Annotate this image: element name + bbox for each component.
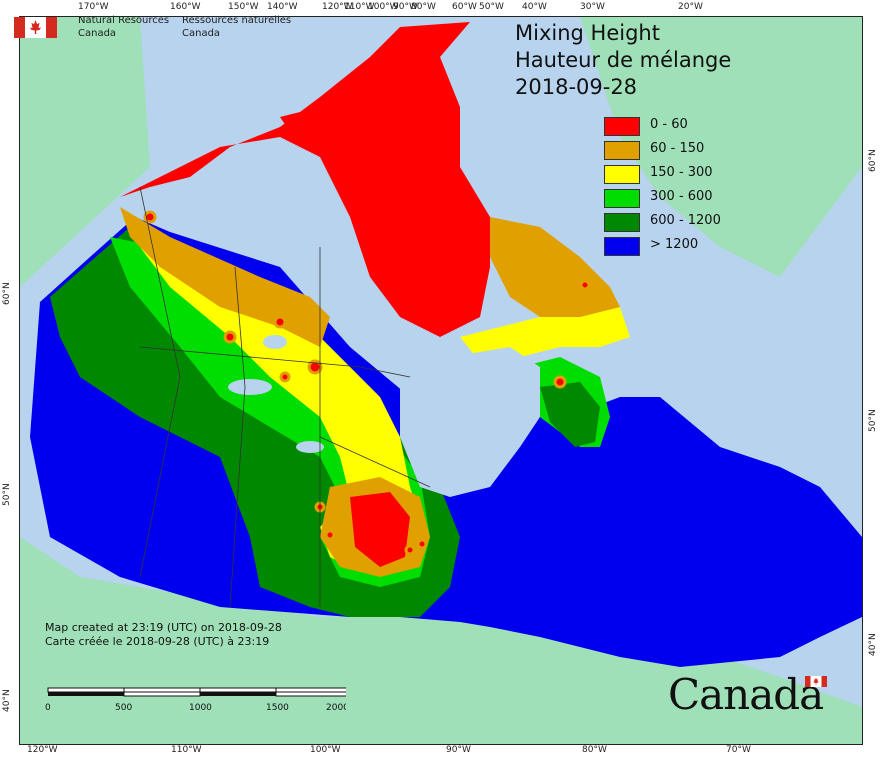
- lake-winnipeg: [296, 441, 324, 453]
- top-tick: 80°W: [411, 2, 436, 12]
- hotspot: [279, 371, 291, 383]
- zone-60-150: [120, 207, 330, 347]
- top-tick: 170°W: [78, 2, 109, 12]
- map-title: Mixing Height Hauteur de mélange 2018-09…: [515, 20, 731, 101]
- bottom-tick: 70°W: [726, 745, 751, 755]
- top-tick: 100°W: [368, 2, 399, 12]
- map-canvas: [19, 16, 863, 745]
- legend-label: 300 - 600: [650, 189, 713, 204]
- zone-60-150-baffin: [490, 217, 620, 317]
- top-tick: 30°W: [580, 2, 605, 12]
- legend-swatch: [604, 165, 640, 184]
- hotspot: [579, 279, 591, 291]
- bottom-tick: 90°W: [446, 745, 471, 755]
- zone-0-60-south: [350, 492, 410, 567]
- greenland-land: [580, 17, 862, 277]
- wordmark-text: Canada: [668, 670, 824, 719]
- canada-wordmark: Canada: [668, 670, 827, 719]
- zone-300-600-labrador-inner: [540, 382, 600, 447]
- scale-bar: 0 500 1000 1500 2000 km: [45, 687, 346, 713]
- bottom-tick: 120°W: [27, 745, 58, 755]
- top-tick: 140°W: [267, 2, 298, 12]
- hotspot: [143, 210, 157, 224]
- wordmark-flag-icon: [805, 676, 827, 687]
- credits-en: Map created at 23:19 (UTC) on 2018-09-28: [45, 621, 282, 634]
- legend-swatch: [604, 189, 640, 208]
- right-tick: 40°N: [868, 633, 878, 656]
- hotspot: [416, 538, 428, 550]
- scale-label: 0: [45, 703, 51, 713]
- agency-en-line2: Canada: [78, 28, 117, 39]
- legend-label: > 1200: [650, 237, 699, 252]
- legend-swatch: [604, 213, 640, 232]
- right-tick: 50°N: [868, 409, 878, 432]
- map-credits: Map created at 23:19 (UTC) on 2018-09-28…: [45, 621, 282, 649]
- legend-label: 60 - 150: [650, 141, 705, 156]
- bottom-tick: 100°W: [310, 745, 341, 755]
- hudson-bay: [400, 347, 540, 497]
- title-date: 2018-09-28: [515, 75, 638, 99]
- hotspot: [553, 375, 567, 389]
- hotspot: [324, 529, 336, 541]
- hotspot: [307, 359, 323, 375]
- hotspot: [273, 315, 287, 329]
- hotspot: [404, 544, 416, 556]
- bottom-tick: 110°W: [171, 745, 202, 755]
- top-tick: 90°W: [393, 2, 418, 12]
- scale-label: 2000: [326, 703, 346, 713]
- top-tick: 60°W: [452, 2, 477, 12]
- legend-swatch: [604, 237, 640, 256]
- zone-0-60-islands: [280, 47, 430, 157]
- legend-label: 600 - 1200: [650, 213, 721, 228]
- legend-swatch: [604, 117, 640, 136]
- scale-label: 500: [115, 703, 132, 713]
- top-tick: 120°W: [322, 2, 353, 12]
- legend-swatch: [604, 141, 640, 160]
- left-tick: 60°N: [2, 282, 12, 305]
- legend-label: 150 - 300: [650, 165, 713, 180]
- map-drawing: [20, 17, 862, 744]
- top-tick: 20°W: [678, 2, 703, 12]
- agency-name-fr: Ressources naturelles Canada: [182, 14, 312, 40]
- top-tick: 50°W: [479, 2, 504, 12]
- top-tick: 160°W: [170, 2, 201, 12]
- left-tick: 40°N: [2, 689, 12, 712]
- top-tick: 40°W: [522, 2, 547, 12]
- right-tick: 60°N: [868, 149, 878, 172]
- legend-label: 0 - 60: [650, 117, 688, 132]
- great-bear-lake: [263, 335, 287, 349]
- agency-en-line1: Natural Resources: [78, 15, 170, 26]
- title-fr: Hauteur de mélange: [515, 48, 732, 72]
- province-borders: [139, 186, 431, 608]
- agency-fr-line2: Canada: [182, 28, 221, 39]
- canada-flag-icon: [14, 17, 57, 38]
- alaska-land: [20, 17, 150, 287]
- scale-label: 1000: [189, 703, 212, 713]
- left-tick: 50°N: [2, 483, 12, 506]
- credits-fr: Carte créée le 2018-09-28 (UTC) à 23:19: [45, 635, 270, 648]
- top-tick: 150°W: [228, 2, 259, 12]
- agency-name-en: Natural Resources Canada: [78, 14, 188, 40]
- hotspot: [223, 330, 237, 344]
- title-en: Mixing Height: [515, 21, 660, 45]
- scale-label: 1500: [266, 703, 289, 713]
- agency-fr-line1: Ressources naturelles: [182, 15, 292, 26]
- great-slave-lake: [228, 379, 272, 395]
- top-tick: 110°W: [344, 2, 375, 12]
- bottom-tick: 80°W: [582, 745, 607, 755]
